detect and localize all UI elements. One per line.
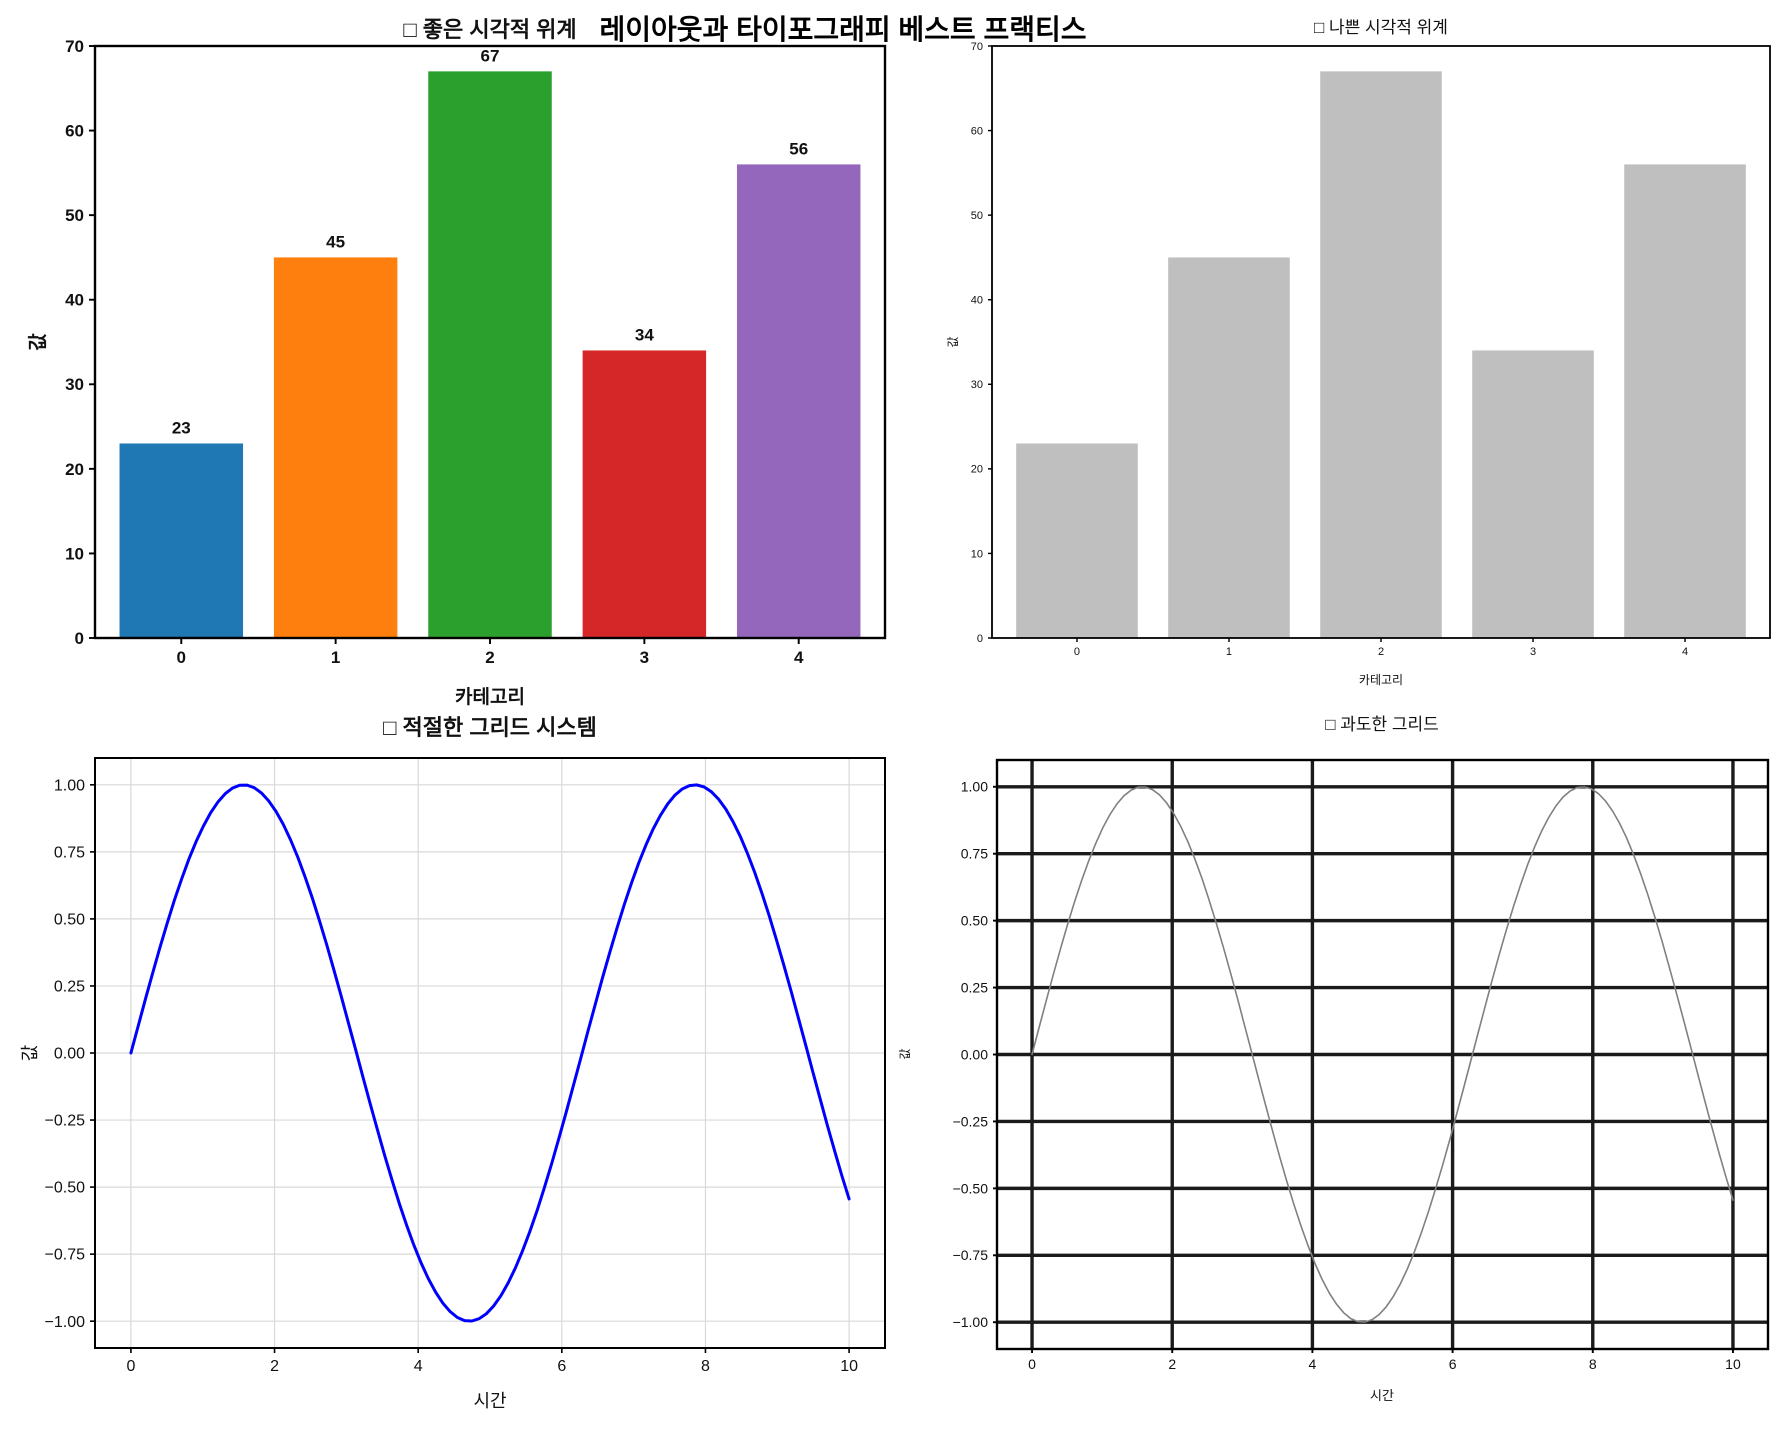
x-tick-label: 4 [1682,646,1688,658]
bar [736,164,861,638]
y-tick-label: 0 [75,629,84,648]
x-tick-label: 6 [1449,1356,1457,1372]
x-tick-label: 10 [1725,1356,1741,1372]
x-axis-label-excessive-grid: 시간 [1370,1388,1394,1403]
x-tick-label: 2 [1378,646,1384,658]
x-axis-label-bad-hierarchy: 카테고리 [1359,673,1403,687]
bar [582,350,707,638]
y-tick-label: 0.00 [961,1046,988,1062]
bar [1168,257,1290,638]
bar-value-label: 23 [172,418,191,437]
y-tick-label: −1.00 [45,1314,86,1331]
y-tick-label: 70 [65,37,84,56]
y-axis-label-good-hierarchy: 값 [27,333,49,351]
chart-title-good-hierarchy: □ 좋은 시각적 위계 [403,17,576,42]
y-tick-label: 60 [971,125,983,137]
y-tick-label: 1.00 [961,779,988,795]
sine-curve [129,783,851,1323]
y-axis-label-bad-hierarchy: 값 [946,336,960,347]
bar [1624,164,1746,638]
x-tick-label: 2 [270,1358,279,1375]
x-axis-label-proper-grid: 시간 [473,1391,506,1411]
chart-title-proper-grid: □ 적절한 그리드 시스템 [383,715,597,740]
bar-value-label: 34 [635,325,654,344]
y-tick-label: 60 [65,122,84,141]
x-tick-label: 4 [414,1358,423,1375]
y-tick-label: −0.25 [45,1113,86,1130]
y-tick-label: 0.00 [54,1046,85,1063]
x-tick-label: 0 [177,648,186,667]
y-tick-label: 0.50 [54,912,85,929]
y-tick-label: 30 [65,375,84,394]
bar [1016,443,1138,638]
bar [119,443,244,638]
x-tick-label: 1 [1226,646,1232,658]
bar-value-label: 56 [789,139,808,158]
y-tick-label: 0.75 [54,844,85,861]
y-tick-label: 1.00 [54,777,85,794]
x-axis-label-good-hierarchy: 카테고리 [455,686,525,708]
bar [1320,71,1442,638]
x-tick-label: 3 [640,648,649,667]
x-tick-label: 8 [1589,1356,1597,1372]
y-tick-label: −1.00 [953,1314,989,1330]
chart-title-excessive-grid: □ 과도한 그리드 [1325,715,1439,734]
y-tick-label: 0.25 [54,979,85,996]
x-tick-label: 1 [331,648,340,667]
y-axis-label-proper-grid: 값 [20,1045,40,1062]
y-tick-label: −0.50 [953,1180,989,1196]
y-tick-label: 10 [65,544,84,563]
bar-value-label: 45 [326,232,345,251]
bar [273,257,398,638]
x-tick-label: 0 [126,1358,135,1375]
x-tick-label: 0 [1074,646,1080,658]
y-tick-label: 40 [971,295,983,307]
chart-proper-grid: 1.00 0.75 0.50 0.25 0.00 −0.25 −0.50 −0.75 −1.00… [45,757,886,1375]
x-tick-label: 4 [794,648,804,667]
y-tick-label: 0.75 [961,846,988,862]
y-tick-label: 50 [65,206,84,225]
bar [428,71,552,638]
x-tick-label: 4 [1309,1356,1317,1372]
y-tick-label: 70 [971,41,983,53]
chart-bad-hierarchy: 0 10 20 30 40 50 60 70 0 1 2 3 4 [971,41,1771,658]
y-tick-label: 0.50 [961,913,988,929]
y-tick-label: 30 [971,379,983,391]
x-tick-label: 8 [701,1358,710,1375]
x-tick-label: 0 [1028,1356,1036,1372]
chart-title-bad-hierarchy: □ 나쁜 시각적 위계 [1314,18,1448,37]
bar-value-label: 67 [481,46,500,65]
figure-suptitle: 레이아웃과 타이포그래피 베스트 프랙티스 [599,14,1086,45]
y-tick-label: 0.25 [961,979,988,995]
x-tick-label: 3 [1530,646,1536,658]
y-tick-label: −0.75 [953,1247,989,1263]
sine-curve [1031,786,1734,1323]
y-axis-label-excessive-grid: 값 [898,1048,912,1059]
x-tick-label: 10 [840,1358,858,1375]
bar [1472,350,1594,638]
y-tick-label: 20 [971,464,983,476]
y-tick-label: 10 [971,548,983,560]
x-tick-label: 2 [1168,1356,1176,1372]
y-tick-label: −0.25 [953,1113,989,1129]
x-tick-label: 6 [557,1358,566,1375]
y-tick-label: 40 [65,291,84,310]
y-tick-label: −0.75 [45,1247,86,1264]
y-tick-label: 0 [977,633,983,645]
y-tick-label: −0.50 [45,1180,86,1197]
x-tick-label: 2 [485,648,494,667]
chart-excessive-grid: 1.00 0.75 0.50 0.25 0.00 −0.25 −0.50 −0.75 −1.00… [953,758,1770,1372]
y-tick-label: 20 [65,460,84,479]
y-tick-label: 50 [971,210,983,222]
